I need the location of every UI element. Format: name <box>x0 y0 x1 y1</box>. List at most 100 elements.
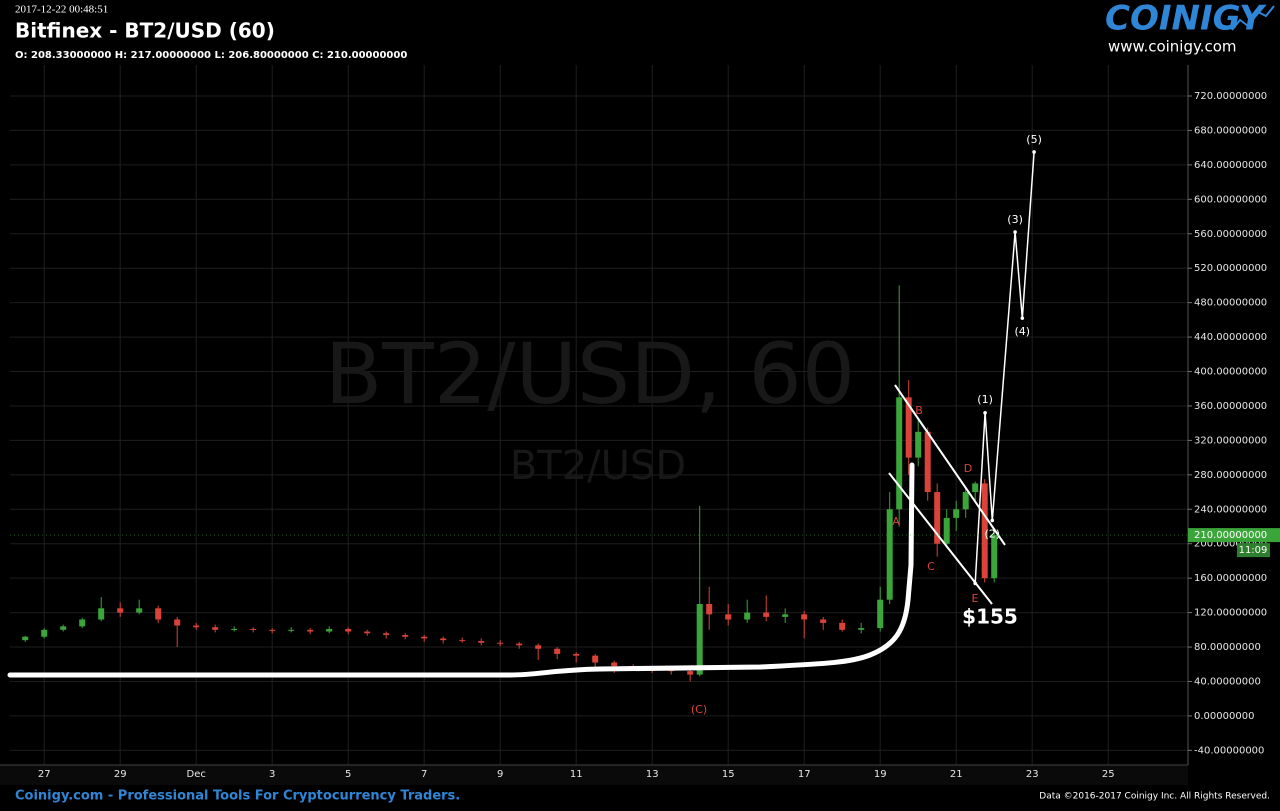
candle-body <box>744 612 751 620</box>
candle-body <box>478 641 485 643</box>
candle-body <box>516 643 523 646</box>
y-tick-label: 600.00000000 <box>1194 194 1267 205</box>
wave-label: C <box>927 560 935 573</box>
candle-body <box>364 631 371 634</box>
candle-body <box>22 636 29 641</box>
candle-body <box>725 614 732 620</box>
candle-body <box>877 599 884 629</box>
last-price-label: 210.00000000 <box>1194 530 1267 541</box>
candle-body <box>953 509 960 518</box>
projection: (1) (2) (3) (4) (5) <box>973 133 1042 586</box>
candle-body <box>611 662 618 666</box>
candle-body <box>193 625 200 628</box>
x-axis-band <box>0 765 1188 785</box>
x-tick-label: 13 <box>646 769 659 780</box>
candle-body <box>307 629 314 632</box>
candle-body <box>117 608 124 613</box>
countdown-box <box>1237 543 1270 558</box>
x-tick-label: 23 <box>1026 769 1039 780</box>
candle-body <box>41 629 48 637</box>
x-tick-label: 17 <box>798 769 811 780</box>
x-tick-label: 21 <box>950 769 963 780</box>
price-note: $155 <box>962 605 1018 629</box>
candle-body <box>820 619 827 623</box>
price-tag: 210.00000000 11:09 <box>10 528 1280 558</box>
candle-body <box>839 622 846 630</box>
candle-body <box>886 509 893 600</box>
y-tick-label: 160.00000000 <box>1194 573 1267 584</box>
y-tick-label: 440.00000000 <box>1194 332 1267 343</box>
candle-body <box>497 642 504 644</box>
candle-body <box>440 638 447 641</box>
candle-body <box>991 535 998 579</box>
candle-body <box>687 671 694 675</box>
candle-body <box>934 492 941 544</box>
projection-label: (1) <box>977 393 993 406</box>
candle-body <box>459 640 466 642</box>
copyright: Data ©2016-2017 Coinigy Inc. All Rights … <box>1039 792 1270 802</box>
candle-body <box>858 628 865 630</box>
candle-body <box>231 628 238 630</box>
x-tick-label: 19 <box>874 769 887 780</box>
candle-body <box>972 483 979 493</box>
y-tick-label: 640.00000000 <box>1194 160 1267 171</box>
wave-label: (C) <box>691 703 707 716</box>
y-tick-label: 680.00000000 <box>1194 125 1267 136</box>
y-tick-label: 200.00000000 <box>1194 539 1267 550</box>
last-price-box <box>1188 528 1280 543</box>
y-tick-label: 40.00000000 <box>1194 676 1261 687</box>
candle-body <box>981 483 988 579</box>
candle-body <box>706 603 713 615</box>
y-tick-label: 360.00000000 <box>1194 401 1267 412</box>
projection-label: (4) <box>1015 325 1031 338</box>
candle-body <box>763 612 770 617</box>
projection-point <box>990 518 995 523</box>
channel-upper <box>894 384 1006 546</box>
candle-body <box>250 628 257 630</box>
candle-body <box>345 628 352 632</box>
axis-labels: 720.00000000 680.00000000 640.00000000 600.… <box>38 91 1267 780</box>
trend-curve <box>7 462 915 678</box>
x-tick-label: 3 <box>269 769 275 780</box>
y-tick-label: 320.00000000 <box>1194 435 1267 446</box>
wave-label: B <box>915 404 923 417</box>
candle-body <box>288 629 295 631</box>
candle-body <box>421 636 428 639</box>
candle-body <box>98 608 105 620</box>
x-tick-label: 5 <box>345 769 351 780</box>
y-tick-label: -40.00000000 <box>1194 745 1264 756</box>
wave-label: A <box>892 515 900 528</box>
x-tick-label: 15 <box>722 769 735 780</box>
y-tick-label: 720.00000000 <box>1194 91 1267 102</box>
candle-body <box>212 627 219 630</box>
wave-label: E <box>972 592 979 605</box>
projection-point <box>1020 316 1025 320</box>
y-tick-label: 280.00000000 <box>1194 470 1267 481</box>
candle-body <box>924 431 931 493</box>
projection-line <box>974 151 1035 584</box>
y-tick-label: 0.00000000 <box>1194 711 1254 722</box>
projection-label: (5) <box>1026 133 1042 146</box>
grid <box>10 65 1188 765</box>
candle-body <box>383 633 390 635</box>
projection-point <box>1032 150 1036 154</box>
candle-body <box>801 614 808 620</box>
wave-label: D <box>964 462 972 475</box>
watermark: BT2/USD, 60 <box>325 325 855 423</box>
candle-body <box>269 629 276 631</box>
candle-body <box>535 645 542 649</box>
projection-label: (2) <box>985 527 1001 540</box>
candle-body <box>962 492 969 510</box>
y-tick-label: 240.00000000 <box>1194 504 1267 515</box>
projection-point <box>1013 230 1017 234</box>
y-tick-label: 120.00000000 <box>1194 608 1267 619</box>
candle-body <box>402 634 409 637</box>
logo-icon <box>1231 5 1275 31</box>
website: www.coinigy.com <box>1108 38 1237 56</box>
y-tick-label: 80.00000000 <box>1194 642 1261 653</box>
candle-body <box>896 397 903 510</box>
candle-body <box>915 431 922 458</box>
projection-point <box>973 581 977 586</box>
x-tick-label: 27 <box>38 769 51 780</box>
